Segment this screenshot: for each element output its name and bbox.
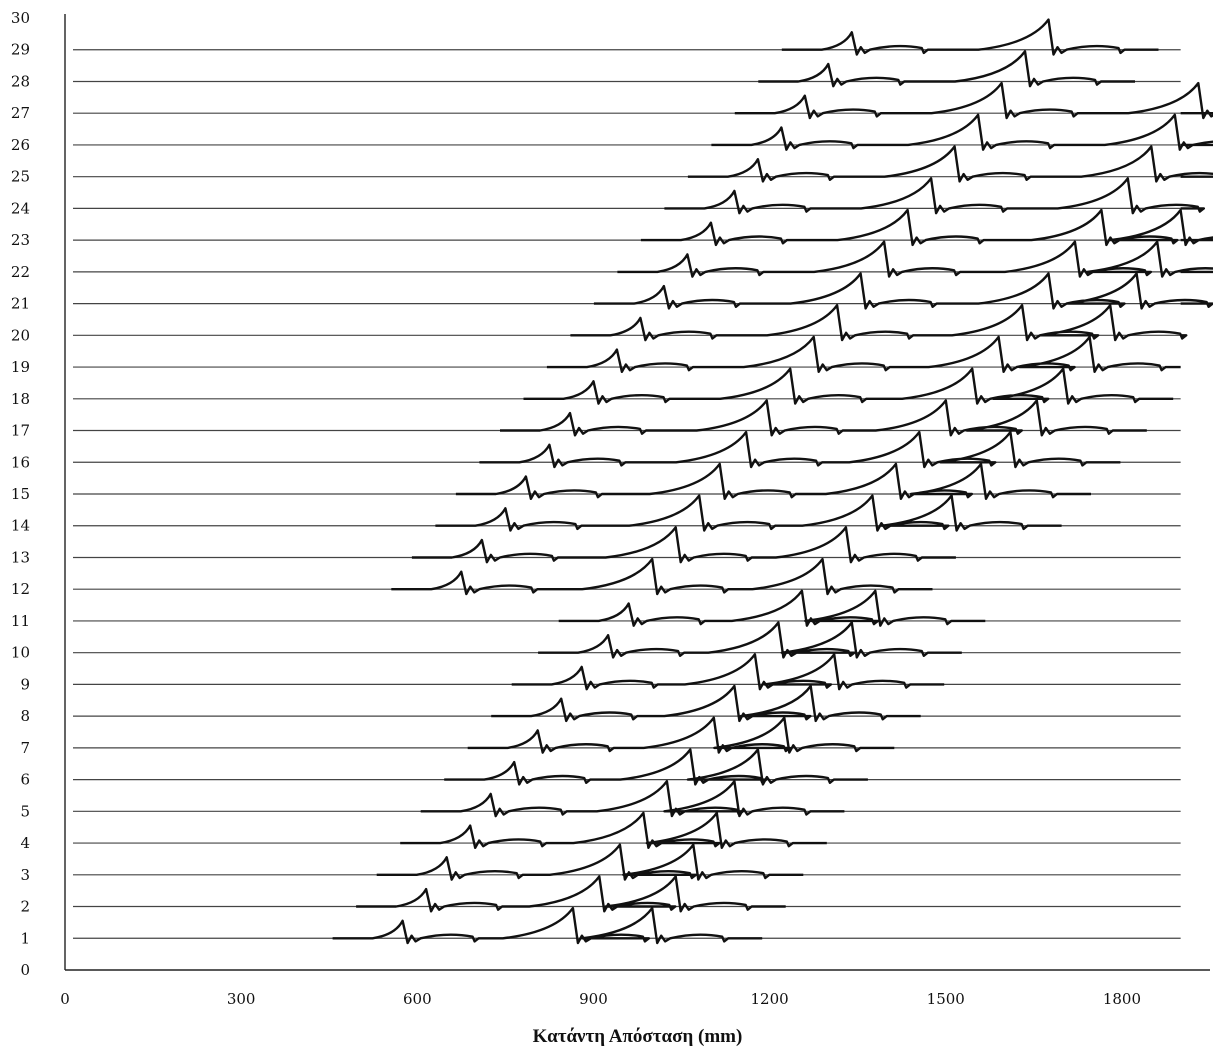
wave-profile-row-28 xyxy=(758,50,1135,88)
x-tick-label: 0 xyxy=(60,990,70,1008)
wave-profile-row-15 xyxy=(455,462,1091,500)
y-tick-label: 26 xyxy=(11,136,30,154)
wave-profile-row-12 xyxy=(391,557,933,596)
y-tick-label: 1 xyxy=(20,929,30,947)
wave-profile-row-10 xyxy=(538,621,962,659)
wave-profile-row-23 xyxy=(640,208,1213,247)
y-tick-label: 24 xyxy=(11,199,30,217)
y-tick-label: 8 xyxy=(20,707,30,725)
y-tick-label: 18 xyxy=(11,390,30,408)
y-tick-label: 3 xyxy=(20,866,30,884)
x-tick-label: 900 xyxy=(579,990,608,1008)
y-tick-label: 19 xyxy=(11,358,30,376)
wave-profile-row-17 xyxy=(500,399,1147,437)
y-tick-label: 10 xyxy=(11,644,30,662)
wave-profile-row-8 xyxy=(491,684,921,723)
y-tick-label: 12 xyxy=(11,580,30,598)
y-tick-label: 5 xyxy=(20,802,30,820)
y-tick-label: 30 xyxy=(11,9,30,27)
wave-profile-row-20 xyxy=(570,304,1188,342)
y-tick-label: 2 xyxy=(20,898,30,916)
x-tick-label: 1800 xyxy=(1103,990,1141,1008)
y-tick-label: 21 xyxy=(11,295,30,313)
wave-profile-row-3 xyxy=(376,843,804,881)
wave-profile-row-5 xyxy=(420,780,845,818)
wave-profile-row-16 xyxy=(479,430,1121,469)
wave-profile-row-27 xyxy=(734,81,1213,120)
wave-profile-row-29 xyxy=(781,18,1159,56)
x-tick-label: 1200 xyxy=(751,990,789,1008)
wave-profile-row-24 xyxy=(664,177,1205,215)
wave-profile-row-2 xyxy=(356,875,786,913)
y-tick-label: 15 xyxy=(11,485,30,503)
y-tick-labels: 0123456789101112131415161718192021222324… xyxy=(11,9,30,979)
y-tick-label: 17 xyxy=(11,422,30,440)
y-tick-label: 11 xyxy=(11,612,30,630)
y-tick-label: 14 xyxy=(11,517,30,535)
wave-profile-row-4 xyxy=(400,811,827,849)
y-tick-label: 28 xyxy=(11,72,30,90)
wave-profile-row-11 xyxy=(558,589,986,627)
wave-profile-row-19 xyxy=(546,335,1181,373)
y-tick-label: 23 xyxy=(11,231,30,249)
y-tick-label: 4 xyxy=(20,834,30,852)
axes xyxy=(64,14,1210,971)
wave-profile-row-6 xyxy=(444,748,868,786)
wave-profile-row-1 xyxy=(332,906,763,945)
y-tick-label: 13 xyxy=(11,548,30,566)
wave-profile-row-26 xyxy=(711,113,1213,151)
y-tick-label: 9 xyxy=(20,675,30,693)
x-axis-title: Κατάντη Απόσταση (mm) xyxy=(533,1026,743,1047)
x-tick-label: 300 xyxy=(227,990,256,1008)
y-tick-label: 6 xyxy=(20,771,30,789)
wave-profile-row-14 xyxy=(435,494,1062,532)
x-tick-labels: 0 300 600 900 1200 1500 1800 xyxy=(60,990,1141,1008)
wave-profile-row-22 xyxy=(617,240,1213,278)
wave-series xyxy=(332,18,1213,945)
wave-profile-row-7 xyxy=(467,716,895,754)
y-tick-label: 29 xyxy=(11,41,30,59)
x-tick-label: 600 xyxy=(403,990,432,1008)
wave-profile-row-21 xyxy=(593,272,1213,310)
wave-profile-row-9 xyxy=(511,653,945,691)
wave-profile-row-25 xyxy=(687,145,1213,183)
y-tick-label: 16 xyxy=(11,453,30,471)
wave-profile-row-18 xyxy=(523,367,1174,405)
y-tick-label: 27 xyxy=(11,104,30,122)
y-tick-label: 7 xyxy=(20,739,30,757)
y-tick-label: 22 xyxy=(11,263,30,281)
y-tick-label: 0 xyxy=(20,961,30,979)
wave-profile-row-13 xyxy=(411,526,956,564)
y-tick-label: 20 xyxy=(11,326,30,344)
x-tick-label: 1500 xyxy=(927,990,965,1008)
y-tick-label: 25 xyxy=(11,168,30,186)
